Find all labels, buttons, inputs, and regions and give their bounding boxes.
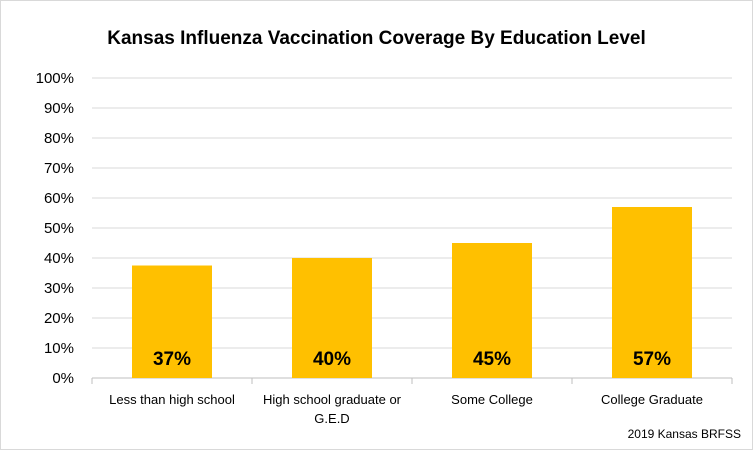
y-tick-label: 100% xyxy=(36,70,74,87)
x-tick-label: Some College xyxy=(451,392,533,407)
bar xyxy=(132,265,212,378)
bar xyxy=(452,243,532,378)
chart-title: Kansas Influenza Vaccination Coverage By… xyxy=(107,28,646,49)
data-label: 57% xyxy=(633,349,671,370)
data-label: 45% xyxy=(473,349,511,370)
y-tick-label: 80% xyxy=(44,130,74,147)
source-note: 2019 Kansas BRFSS xyxy=(627,427,741,441)
data-label: 37% xyxy=(153,349,191,370)
x-tick-label: G.E.D xyxy=(314,411,349,426)
y-tick-label: 10% xyxy=(44,340,74,357)
y-tick-label: 50% xyxy=(44,220,74,237)
x-tick-label: College Graduate xyxy=(601,392,703,407)
y-tick-label: 30% xyxy=(44,280,74,297)
x-tick-label: Less than high school xyxy=(109,392,235,407)
y-tick-label: 20% xyxy=(44,310,74,327)
y-tick-label: 90% xyxy=(44,100,74,117)
x-tick-label: High school graduate or xyxy=(263,392,402,407)
y-tick-label: 70% xyxy=(44,160,74,177)
bar xyxy=(292,258,372,378)
y-tick-label: 40% xyxy=(44,250,74,267)
bar xyxy=(612,207,692,378)
y-tick-label: 60% xyxy=(44,190,74,207)
y-tick-label: 0% xyxy=(52,370,74,387)
data-label: 40% xyxy=(313,349,351,370)
